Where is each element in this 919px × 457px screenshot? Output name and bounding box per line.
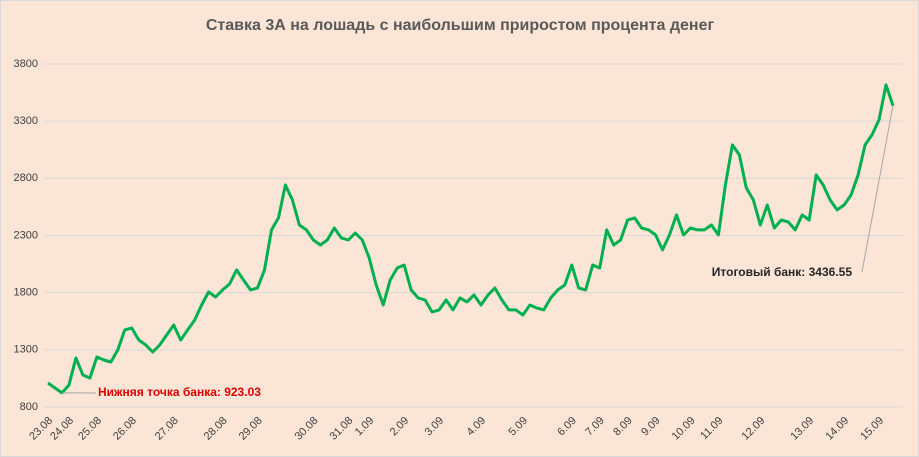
y-tick-label: 3800 xyxy=(14,58,38,70)
y-tick-label: 2300 xyxy=(14,229,38,241)
y-tick-label: 1800 xyxy=(14,287,38,299)
chart-title: Ставка 3А на лошадь с наибольшим прирост… xyxy=(206,17,715,34)
annotation-leader xyxy=(861,105,894,273)
y-tick-label: 2800 xyxy=(14,172,38,184)
y-tick-label: 1300 xyxy=(14,344,38,356)
data-line xyxy=(47,83,895,395)
y-tick-label: 3300 xyxy=(14,115,38,127)
y-tick-label: 800 xyxy=(20,401,38,413)
annotation: Нижняя точка банка: 923.03 xyxy=(98,385,261,399)
annotation: Итоговый банк: 3436.55 xyxy=(712,265,853,279)
